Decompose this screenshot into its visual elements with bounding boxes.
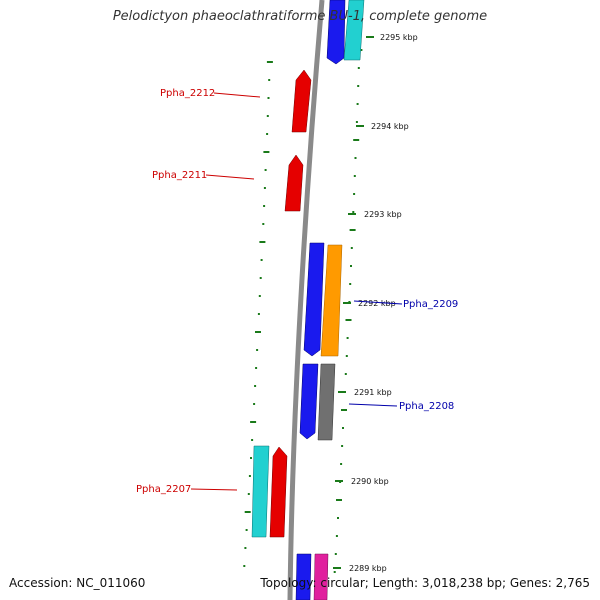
gene-labels: Ppha_2212 Ppha_2211 Ppha_2209 Ppha_2208 … <box>136 88 458 495</box>
genome-summary-text: Topology: circular; Length: 3,018,238 bp… <box>260 576 590 590</box>
gene-2211[interactable] <box>284 154 304 212</box>
scale-label-2291: 2291 kbp <box>354 388 392 397</box>
scale-labels: 2295 kbp 2294 kbp 2293 kbp 2292 kbp 2291… <box>349 33 418 573</box>
scale-label-2295: 2295 kbp <box>380 33 418 42</box>
gene-bottom-magenta[interactable] <box>313 553 329 600</box>
scale-label-2294: 2294 kbp <box>371 122 409 131</box>
gene-label-ppha-2208[interactable]: Ppha_2208 <box>399 401 454 412</box>
gene-label-ppha-2207[interactable]: Ppha_2207 <box>136 484 191 495</box>
gene-2208-blue[interactable] <box>299 363 319 440</box>
gene-2212[interactable] <box>291 69 312 133</box>
gene-label-ppha-2212[interactable]: Ppha_2212 <box>160 88 215 99</box>
gene-label-ppha-2211[interactable]: Ppha_2211 <box>152 170 207 181</box>
gene-2207-red[interactable] <box>269 446 288 538</box>
scale-label-2292: 2292 kbp <box>358 299 396 308</box>
scale-label-2290: 2290 kbp <box>351 477 389 486</box>
gene-2207-cyan[interactable] <box>251 445 270 538</box>
scale-label-2289: 2289 kbp <box>349 564 387 573</box>
gene-top-blue[interactable] <box>326 0 346 65</box>
left-tick-track <box>243 61 273 567</box>
scale-ticks <box>333 36 374 569</box>
gene-2210-blue[interactable] <box>303 242 325 357</box>
genome-backbone <box>287 0 325 600</box>
genome-title: Pelodictyon phaeoclathratiforme BU-1, co… <box>112 9 488 24</box>
gene-2209[interactable] <box>320 244 343 357</box>
right-tick-track <box>333 49 363 573</box>
scale-label-2293: 2293 kbp <box>364 210 402 219</box>
gene-label-ppha-2209[interactable]: Ppha_2209 <box>403 299 458 310</box>
gene-bottom-blue[interactable] <box>295 553 312 600</box>
gene-features <box>251 0 365 600</box>
gene-2208-gray[interactable] <box>317 363 336 441</box>
accession-text: Accession: NC_011060 <box>9 576 146 590</box>
gene-top-cyan[interactable] <box>343 0 365 61</box>
label-leader-lines <box>190 92 403 491</box>
